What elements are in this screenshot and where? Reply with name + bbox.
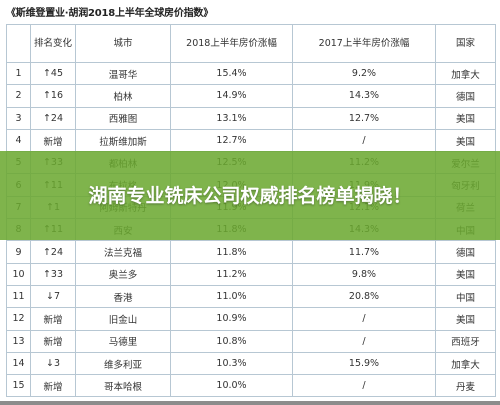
table-row: 10 ↑33 奥兰多 11.2% 9.8% 美国 [6, 262, 496, 286]
cell-2017-growth: 9.2% [292, 61, 436, 86]
cell-rank-change: 新增 [30, 307, 76, 331]
cell-2018-growth: 11.8% [170, 240, 293, 264]
header-city: 城市 [75, 24, 171, 63]
cell-country: 德国 [435, 84, 496, 108]
cell-rank: 10 [6, 262, 31, 286]
cell-country: 加拿大 [435, 61, 496, 86]
cell-rank: 11 [6, 284, 31, 309]
table-row: 13 新增 马德里 10.8% / 西班牙 [6, 329, 496, 353]
cell-country: 丹麦 [435, 374, 496, 398]
cell-2017-growth: / [292, 374, 436, 398]
cell-country: 美国 [435, 262, 496, 286]
cell-rank-change: ↑16 [30, 84, 76, 108]
header-index [6, 24, 31, 63]
cell-2018-growth: 10.3% [170, 351, 293, 376]
cell-rank-change: ↓3 [30, 351, 76, 376]
table-header-row: 排名变化 城市 2018上半年房价涨幅 2017上半年房价涨幅 国家 [6, 24, 496, 63]
cell-city: 旧金山 [75, 307, 171, 331]
cell-2018-growth: 10.8% [170, 329, 293, 353]
cell-2018-growth: 10.0% [170, 374, 293, 398]
cell-city: 维多利亚 [75, 351, 171, 376]
cell-rank: 14 [6, 351, 31, 376]
table-row: 9 ↑24 法兰克福 11.8% 11.7% 德国 [6, 240, 496, 264]
cell-rank-change: 新增 [30, 329, 76, 353]
cell-rank-change: ↑33 [30, 262, 76, 286]
cell-city: 温哥华 [75, 61, 171, 86]
header-2018-growth: 2018上半年房价涨幅 [170, 24, 293, 63]
cell-rank: 15 [6, 374, 31, 398]
table-row: 12 新增 旧金山 10.9% / 美国 [6, 307, 496, 331]
header-2017-growth: 2017上半年房价涨幅 [292, 24, 436, 63]
table-row: 4 新增 拉斯维加斯 12.7% / 美国 [6, 128, 496, 153]
cell-city: 拉斯维加斯 [75, 128, 171, 153]
bottom-edge-strip [0, 401, 500, 405]
cell-rank: 3 [6, 106, 31, 130]
cell-city: 哥本哈根 [75, 374, 171, 398]
cell-country: 美国 [435, 106, 496, 130]
cell-rank: 13 [6, 329, 31, 353]
cell-rank-change: ↓7 [30, 284, 76, 309]
cell-country: 中国 [435, 284, 496, 309]
cell-2017-growth: / [292, 128, 436, 153]
cell-2018-growth: 11.0% [170, 284, 293, 309]
cell-2017-growth: / [292, 307, 436, 331]
cell-rank-change: 新增 [30, 374, 76, 398]
cell-rank: 12 [6, 307, 31, 331]
cell-rank-change: ↑24 [30, 240, 76, 264]
table-row: 14 ↓3 维多利亚 10.3% 15.9% 加拿大 [6, 351, 496, 376]
cell-2017-growth: / [292, 329, 436, 353]
cell-city: 西雅图 [75, 106, 171, 130]
cell-2018-growth: 10.9% [170, 307, 293, 331]
cell-city: 柏林 [75, 84, 171, 108]
cell-country: 美国 [435, 128, 496, 153]
cell-2017-growth: 9.8% [292, 262, 436, 286]
cell-rank-change: ↑45 [30, 61, 76, 86]
banner-headline: 湖南专业铣床公司权威排名榜单揭晓！ [88, 184, 412, 207]
cell-rank-change: ↑24 [30, 106, 76, 130]
cell-rank: 4 [6, 128, 31, 153]
cell-2018-growth: 15.4% [170, 61, 293, 86]
cell-country: 加拿大 [435, 351, 496, 376]
cell-rank: 2 [6, 84, 31, 108]
cell-2018-growth: 11.2% [170, 262, 293, 286]
cell-2017-growth: 12.7% [292, 106, 436, 130]
headline-banner: 湖南专业铣床公司权威排名榜单揭晓！ [0, 151, 500, 240]
cell-2018-growth: 13.1% [170, 106, 293, 130]
cell-country: 西班牙 [435, 329, 496, 353]
cell-city: 奥兰多 [75, 262, 171, 286]
header-rank-change: 排名变化 [30, 24, 76, 63]
cell-2017-growth: 20.8% [292, 284, 436, 309]
table-row: 15 新增 哥本哈根 10.0% / 丹麦 [6, 374, 496, 398]
cell-city: 马德里 [75, 329, 171, 353]
table-row: 1 ↑45 温哥华 15.4% 9.2% 加拿大 [6, 61, 496, 86]
cell-rank: 9 [6, 240, 31, 264]
cell-2017-growth: 14.3% [292, 84, 436, 108]
cell-2017-growth: 11.7% [292, 240, 436, 264]
table-row: 11 ↓7 香港 11.0% 20.8% 中国 [6, 284, 496, 309]
cell-city: 法兰克福 [75, 240, 171, 264]
table-row: 3 ↑24 西雅图 13.1% 12.7% 美国 [6, 106, 496, 130]
cell-country: 德国 [435, 240, 496, 264]
cell-2018-growth: 12.7% [170, 128, 293, 153]
cell-2018-growth: 14.9% [170, 84, 293, 108]
cell-country: 美国 [435, 307, 496, 331]
table-row: 2 ↑16 柏林 14.9% 14.3% 德国 [6, 84, 496, 108]
cell-rank: 1 [6, 61, 31, 86]
cell-2017-growth: 15.9% [292, 351, 436, 376]
header-country: 国家 [435, 24, 496, 63]
document-title: 《斯维登置业·胡润2018上半年全球房价指数》 [6, 8, 214, 19]
cell-rank-change: 新增 [30, 128, 76, 153]
cell-city: 香港 [75, 284, 171, 309]
